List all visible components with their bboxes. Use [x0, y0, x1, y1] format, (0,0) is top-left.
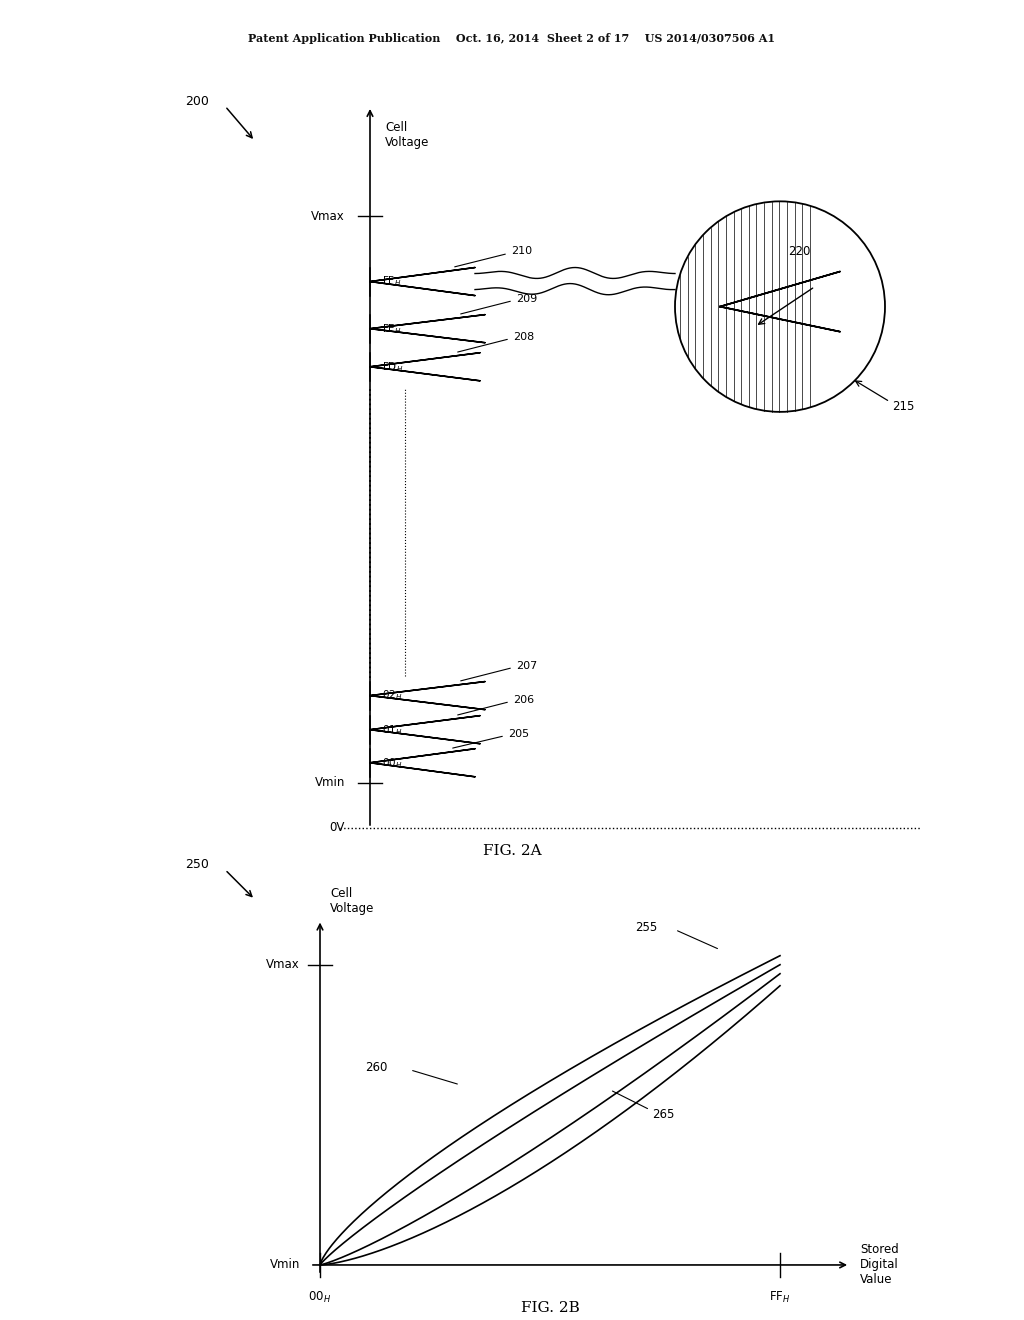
Text: FIG. 2B: FIG. 2B [520, 1302, 580, 1315]
Text: Vmin: Vmin [314, 776, 345, 789]
Text: FD$_H$: FD$_H$ [382, 360, 403, 374]
Text: FF$_H$: FF$_H$ [769, 1290, 791, 1305]
Text: 265: 265 [652, 1109, 675, 1121]
Text: 220: 220 [788, 246, 810, 257]
Text: 255: 255 [635, 921, 657, 935]
Text: Cell
Voltage: Cell Voltage [330, 887, 375, 915]
Text: 00$_H$: 00$_H$ [308, 1290, 332, 1305]
Text: 250: 250 [185, 858, 209, 871]
Text: FF$_H$: FF$_H$ [382, 275, 401, 289]
Text: Cell
Voltage: Cell Voltage [385, 121, 429, 149]
Text: 01$_H$: 01$_H$ [382, 723, 402, 737]
Text: 260: 260 [365, 1061, 387, 1074]
Text: 205: 205 [508, 729, 529, 739]
Text: 02$_H$: 02$_H$ [382, 689, 402, 702]
Text: Vmax: Vmax [311, 210, 345, 223]
Text: 00$_H$: 00$_H$ [382, 756, 402, 770]
Text: 210: 210 [511, 247, 532, 256]
Text: 209: 209 [516, 293, 538, 304]
Text: Vmax: Vmax [266, 958, 300, 972]
Text: Stored
Digital
Value: Stored Digital Value [860, 1243, 899, 1287]
Text: Patent Application Publication    Oct. 16, 2014  Sheet 2 of 17    US 2014/030750: Patent Application Publication Oct. 16, … [249, 33, 775, 44]
Text: 208: 208 [513, 331, 535, 342]
Text: FIG. 2A: FIG. 2A [482, 843, 542, 858]
Text: 200: 200 [185, 95, 209, 108]
Text: 215: 215 [892, 400, 914, 413]
Text: 206: 206 [513, 694, 535, 705]
Text: 207: 207 [516, 660, 538, 671]
Text: FE$_H$: FE$_H$ [382, 322, 401, 335]
Text: 0V: 0V [330, 821, 345, 834]
Text: Vmin: Vmin [269, 1258, 300, 1271]
